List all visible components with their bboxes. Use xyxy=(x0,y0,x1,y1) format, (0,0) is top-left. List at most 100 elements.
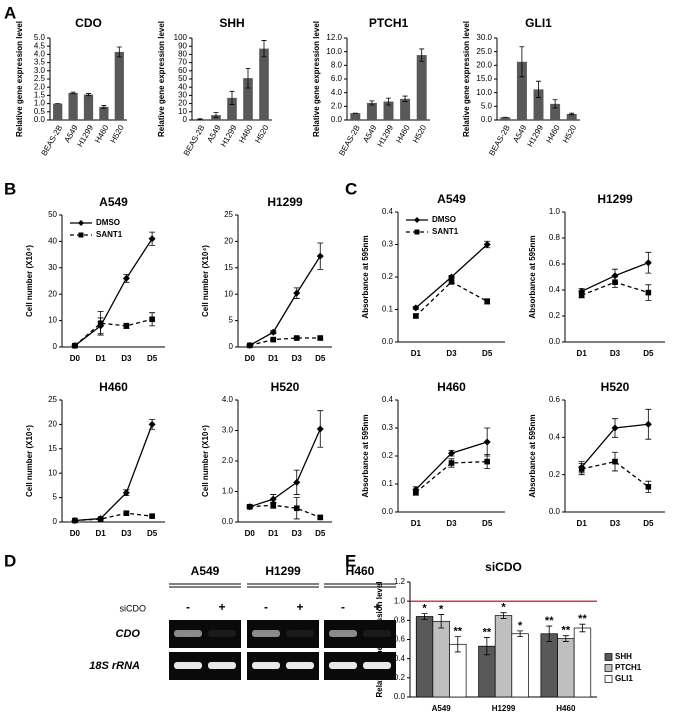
y-axis-label: Absorbance at 595nm xyxy=(528,414,537,497)
marker xyxy=(612,458,618,465)
marker xyxy=(611,424,619,432)
y-tick-label: 0.0 xyxy=(222,517,234,526)
legend-swatch xyxy=(604,653,613,661)
x-tick-label: H460 xyxy=(556,704,576,713)
x-tick-label: H1299 xyxy=(75,123,95,148)
x-tick-label: H1299 xyxy=(375,123,395,148)
y-tick-label: 0.5 xyxy=(34,107,46,116)
legend-swatch xyxy=(604,664,613,672)
x-tick-label: D5 xyxy=(315,529,326,538)
bar xyxy=(350,113,361,120)
x-tick-label: D3 xyxy=(446,519,457,528)
marker xyxy=(578,466,585,472)
significance: * xyxy=(518,620,523,632)
y-tick-label: 0 xyxy=(53,342,58,351)
y-tick-label: 0.0 xyxy=(382,507,394,516)
y-tick-label: 50 xyxy=(178,74,187,83)
y-tick-label: 0.1 xyxy=(382,305,394,314)
x-tick-label: D0 xyxy=(245,529,256,538)
gel-group: A549 xyxy=(191,564,220,578)
marker xyxy=(578,292,585,298)
x-tick-label: H520 xyxy=(411,123,429,145)
group-underline xyxy=(247,583,319,588)
marker xyxy=(148,420,156,428)
marker xyxy=(293,478,301,486)
y-tick-label: 12.0 xyxy=(326,33,342,42)
bar xyxy=(99,106,109,120)
y-tick-label: 20.0 xyxy=(476,60,492,69)
x-tick-label: BEAS-2B xyxy=(40,124,65,158)
y-tick-label: 1.0 xyxy=(394,596,406,605)
x-tick-label: D0 xyxy=(70,529,81,538)
y-tick-label: 30.0 xyxy=(476,33,492,42)
y-tick-label: 0.8 xyxy=(394,615,406,624)
chart-title: H520 xyxy=(601,380,630,394)
error-bar xyxy=(579,623,586,633)
y-tick-label: 4.0 xyxy=(331,88,343,97)
y-tick-label: 3.0 xyxy=(34,66,46,75)
x-tick-label: H460 xyxy=(544,123,562,145)
error-bar xyxy=(419,48,425,62)
y-tick-label: 90 xyxy=(178,41,187,50)
bar xyxy=(540,633,558,698)
x-tick-label: D1 xyxy=(411,519,422,528)
y-tick-label: 4.5 xyxy=(34,41,46,50)
chart-title: CDO xyxy=(75,16,102,30)
y-tick-label: 4.0 xyxy=(34,50,46,59)
marker xyxy=(644,259,652,267)
marker xyxy=(148,235,156,243)
y-tick-label: 5.0 xyxy=(34,33,46,42)
y-tick-label: 25.0 xyxy=(476,47,492,56)
error-bar xyxy=(546,625,553,642)
y-tick-label: 0.6 xyxy=(394,635,406,644)
y-tick-label: 1.0 xyxy=(34,99,46,108)
y-axis-label: Absorbance at 595nm xyxy=(361,414,370,497)
gel-band xyxy=(286,662,314,669)
chart-title: PTCH1 xyxy=(369,16,409,30)
x-tick-label: BEAS-2B xyxy=(337,124,362,158)
y-tick-label: 0.2 xyxy=(382,451,394,460)
y-tick-label: 1.0 xyxy=(222,487,234,496)
gel-band xyxy=(252,662,280,669)
x-tick-label: H460 xyxy=(93,123,111,145)
gel-band xyxy=(363,630,391,637)
x-tick-label: H520 xyxy=(561,123,579,145)
gel-band xyxy=(363,662,391,669)
marker xyxy=(448,449,455,457)
error-bar xyxy=(569,112,575,116)
y-tick-label: 5.0 xyxy=(481,101,493,110)
bar xyxy=(533,89,544,120)
x-tick-label: D1 xyxy=(411,349,422,358)
y-tick-label: 1.5 xyxy=(34,91,46,100)
x-tick-label: D1 xyxy=(577,519,588,528)
gel-band xyxy=(329,662,357,669)
error-bar xyxy=(116,46,122,58)
bar xyxy=(68,92,78,120)
error-bar xyxy=(229,90,235,105)
panel-label: D xyxy=(4,551,16,570)
error-bar xyxy=(517,630,524,638)
bar xyxy=(550,103,561,120)
y-tick-label: 15 xyxy=(224,263,233,272)
y-tick-label: 20 xyxy=(224,237,233,246)
y-tick-label: 0.2 xyxy=(394,673,406,682)
x-tick-label: D3 xyxy=(610,349,621,358)
series-line xyxy=(249,428,321,508)
x-tick-label: D5 xyxy=(643,519,654,528)
panel-label: B xyxy=(4,179,16,198)
y-tick-label: 0 xyxy=(53,517,58,526)
gel-band xyxy=(208,630,236,637)
gel-band xyxy=(329,630,357,637)
significance: ** xyxy=(483,626,492,638)
marker xyxy=(448,273,455,281)
error-bar xyxy=(500,612,507,619)
y-tick-label: 0.0 xyxy=(481,115,493,124)
y-tick-label: 15.0 xyxy=(476,74,492,83)
gel-band-label: 18S rRNA xyxy=(89,660,140,672)
marker xyxy=(72,517,78,524)
x-tick-label: D5 xyxy=(147,354,158,363)
bar xyxy=(566,113,577,120)
y-tick-label: 50 xyxy=(48,210,57,219)
error-bar xyxy=(261,40,267,58)
